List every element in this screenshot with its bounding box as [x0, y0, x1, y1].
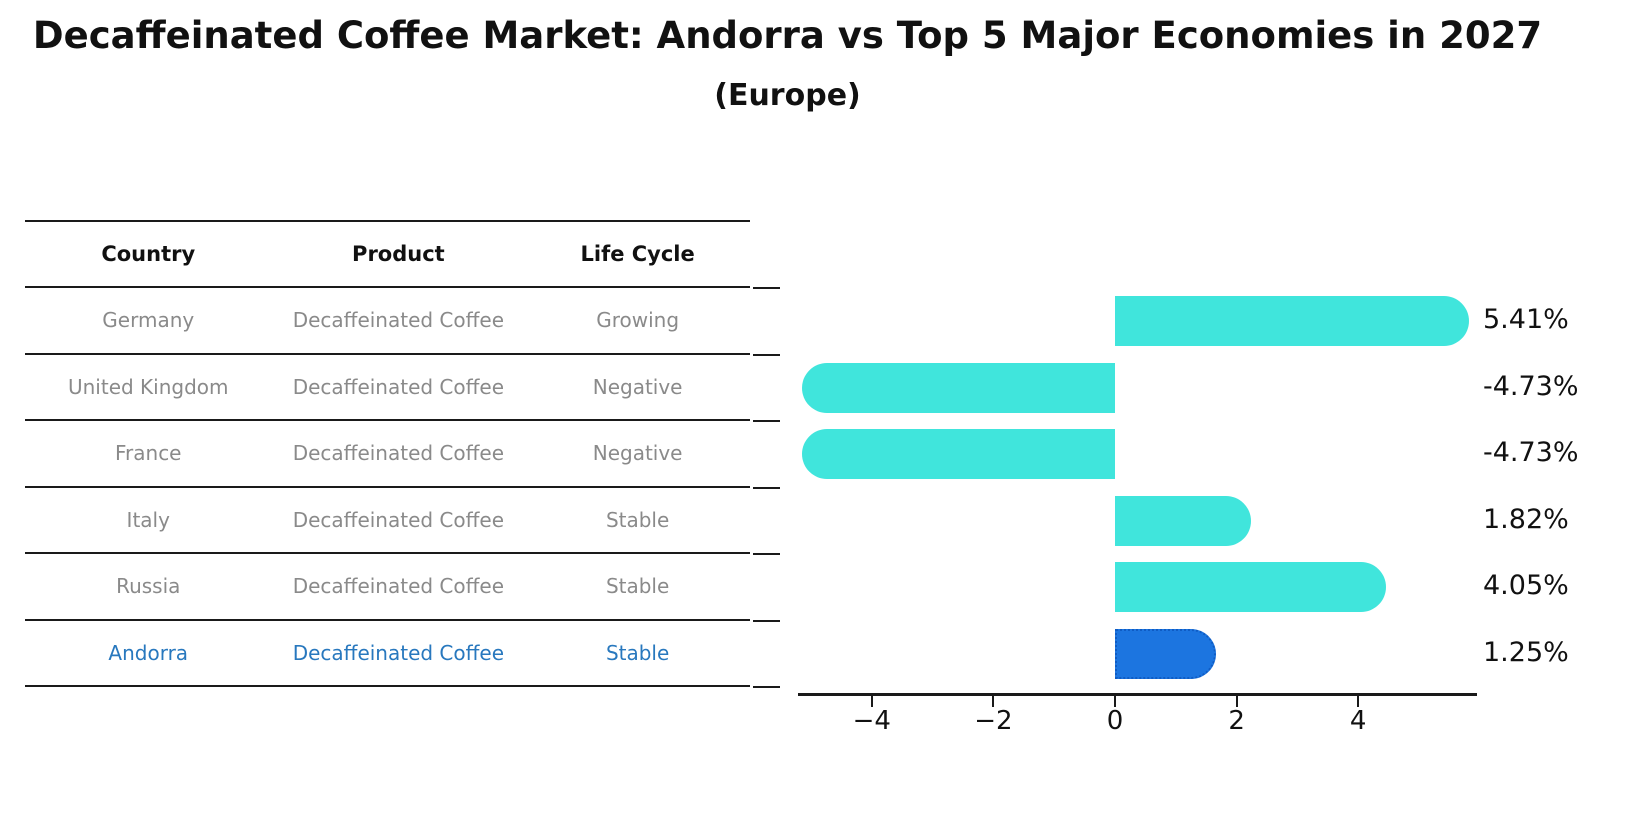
table-cell-country: Italy	[126, 507, 170, 532]
table-cell-lifecycle: Stable	[605, 507, 670, 532]
table-header-country: Country	[101, 242, 196, 266]
table-header-row: Country Product Life Cycle	[25, 220, 750, 288]
x-axis-tick	[870, 695, 873, 707]
y-axis-tick	[753, 287, 780, 289]
table-cell-country: United Kingdom	[67, 374, 229, 399]
x-axis-tick-label: 0	[1106, 706, 1124, 736]
bar-italy	[1115, 495, 1251, 546]
bar-value-label: 4.05%	[1483, 570, 1569, 602]
table-header-product: Product	[352, 242, 445, 266]
chart-subtitle: (Europe)	[714, 78, 861, 113]
table-header-lifecycle: Life Cycle	[580, 242, 695, 266]
y-axis-tick	[753, 619, 780, 622]
x-axis-tick	[1357, 695, 1360, 707]
table-cell-product: Decaffeinated Coffee	[292, 441, 505, 466]
table-cell-product: Decaffeinated Coffee	[292, 308, 505, 333]
bar-united-kingdom	[802, 362, 1115, 413]
table-row: Andorra Decaffeinated Coffee Stable	[25, 621, 750, 687]
bar-france	[802, 429, 1115, 480]
x-axis-tick	[992, 695, 995, 707]
x-axis-tick	[1114, 695, 1116, 707]
x-axis-tick-label: 2	[1228, 706, 1245, 736]
table-cell-product: Decaffeinated Coffee	[292, 574, 505, 599]
table-cell-lifecycle: Growing	[596, 308, 680, 333]
x-axis-tick	[1235, 695, 1238, 707]
table-cell-lifecycle: Negative	[592, 441, 683, 466]
table-row: Russia Decaffeinated Coffee Stable	[25, 554, 750, 621]
x-axis-line	[798, 693, 1477, 696]
bar-germany	[1115, 296, 1469, 347]
table-cell-country: Russia	[116, 574, 181, 599]
table-cell-product: Decaffeinated Coffee	[292, 374, 505, 399]
y-axis-tick	[753, 353, 780, 356]
bar-value-label: -4.73%	[1483, 437, 1579, 469]
y-axis-tick	[753, 686, 780, 688]
x-axis-tick-label: −2	[974, 706, 1013, 736]
x-axis-tick-label: 4	[1349, 706, 1367, 736]
bar-andorra	[1115, 628, 1216, 679]
table-cell-country: Germany	[102, 308, 195, 333]
country-table: Country Product Life Cycle Germany Decaff…	[25, 220, 750, 687]
table-cell-country: France	[114, 441, 182, 466]
table-cell-country: Andorra	[108, 640, 189, 665]
table-cell-lifecycle: Stable	[605, 574, 670, 599]
table-row: Germany Decaffeinated Coffee Growing	[25, 288, 750, 355]
table-cell-lifecycle: Negative	[592, 374, 683, 399]
table-row: Italy Decaffeinated Coffee Stable	[25, 488, 750, 554]
table-cell-product: Decaffeinated Coffee	[292, 640, 505, 665]
table-body: Germany Decaffeinated Coffee Growing United…	[25, 288, 750, 687]
bar-value-label: 5.41%	[1483, 304, 1569, 336]
bar-value-label: -4.73%	[1483, 370, 1579, 402]
table-cell-product: Decaffeinated Coffee	[292, 507, 505, 532]
bar-value-label: 1.25%	[1483, 636, 1569, 668]
y-axis-tick	[753, 553, 780, 555]
y-axis-tick	[753, 420, 780, 422]
chart-title: Decaffeinated Coffee Market: Andorra vs …	[32, 14, 1543, 57]
table-row: United Kingdom Decaffeinated Coffee Negati…	[25, 355, 750, 421]
table-cell-lifecycle: Stable	[605, 640, 670, 665]
bar-russia	[1115, 562, 1387, 613]
bar-value-label: 1.82%	[1483, 503, 1569, 535]
x-axis-tick-label: −4	[852, 706, 891, 736]
table-row: France Decaffeinated Coffee Negative	[25, 421, 750, 488]
y-axis-tick	[753, 486, 780, 489]
